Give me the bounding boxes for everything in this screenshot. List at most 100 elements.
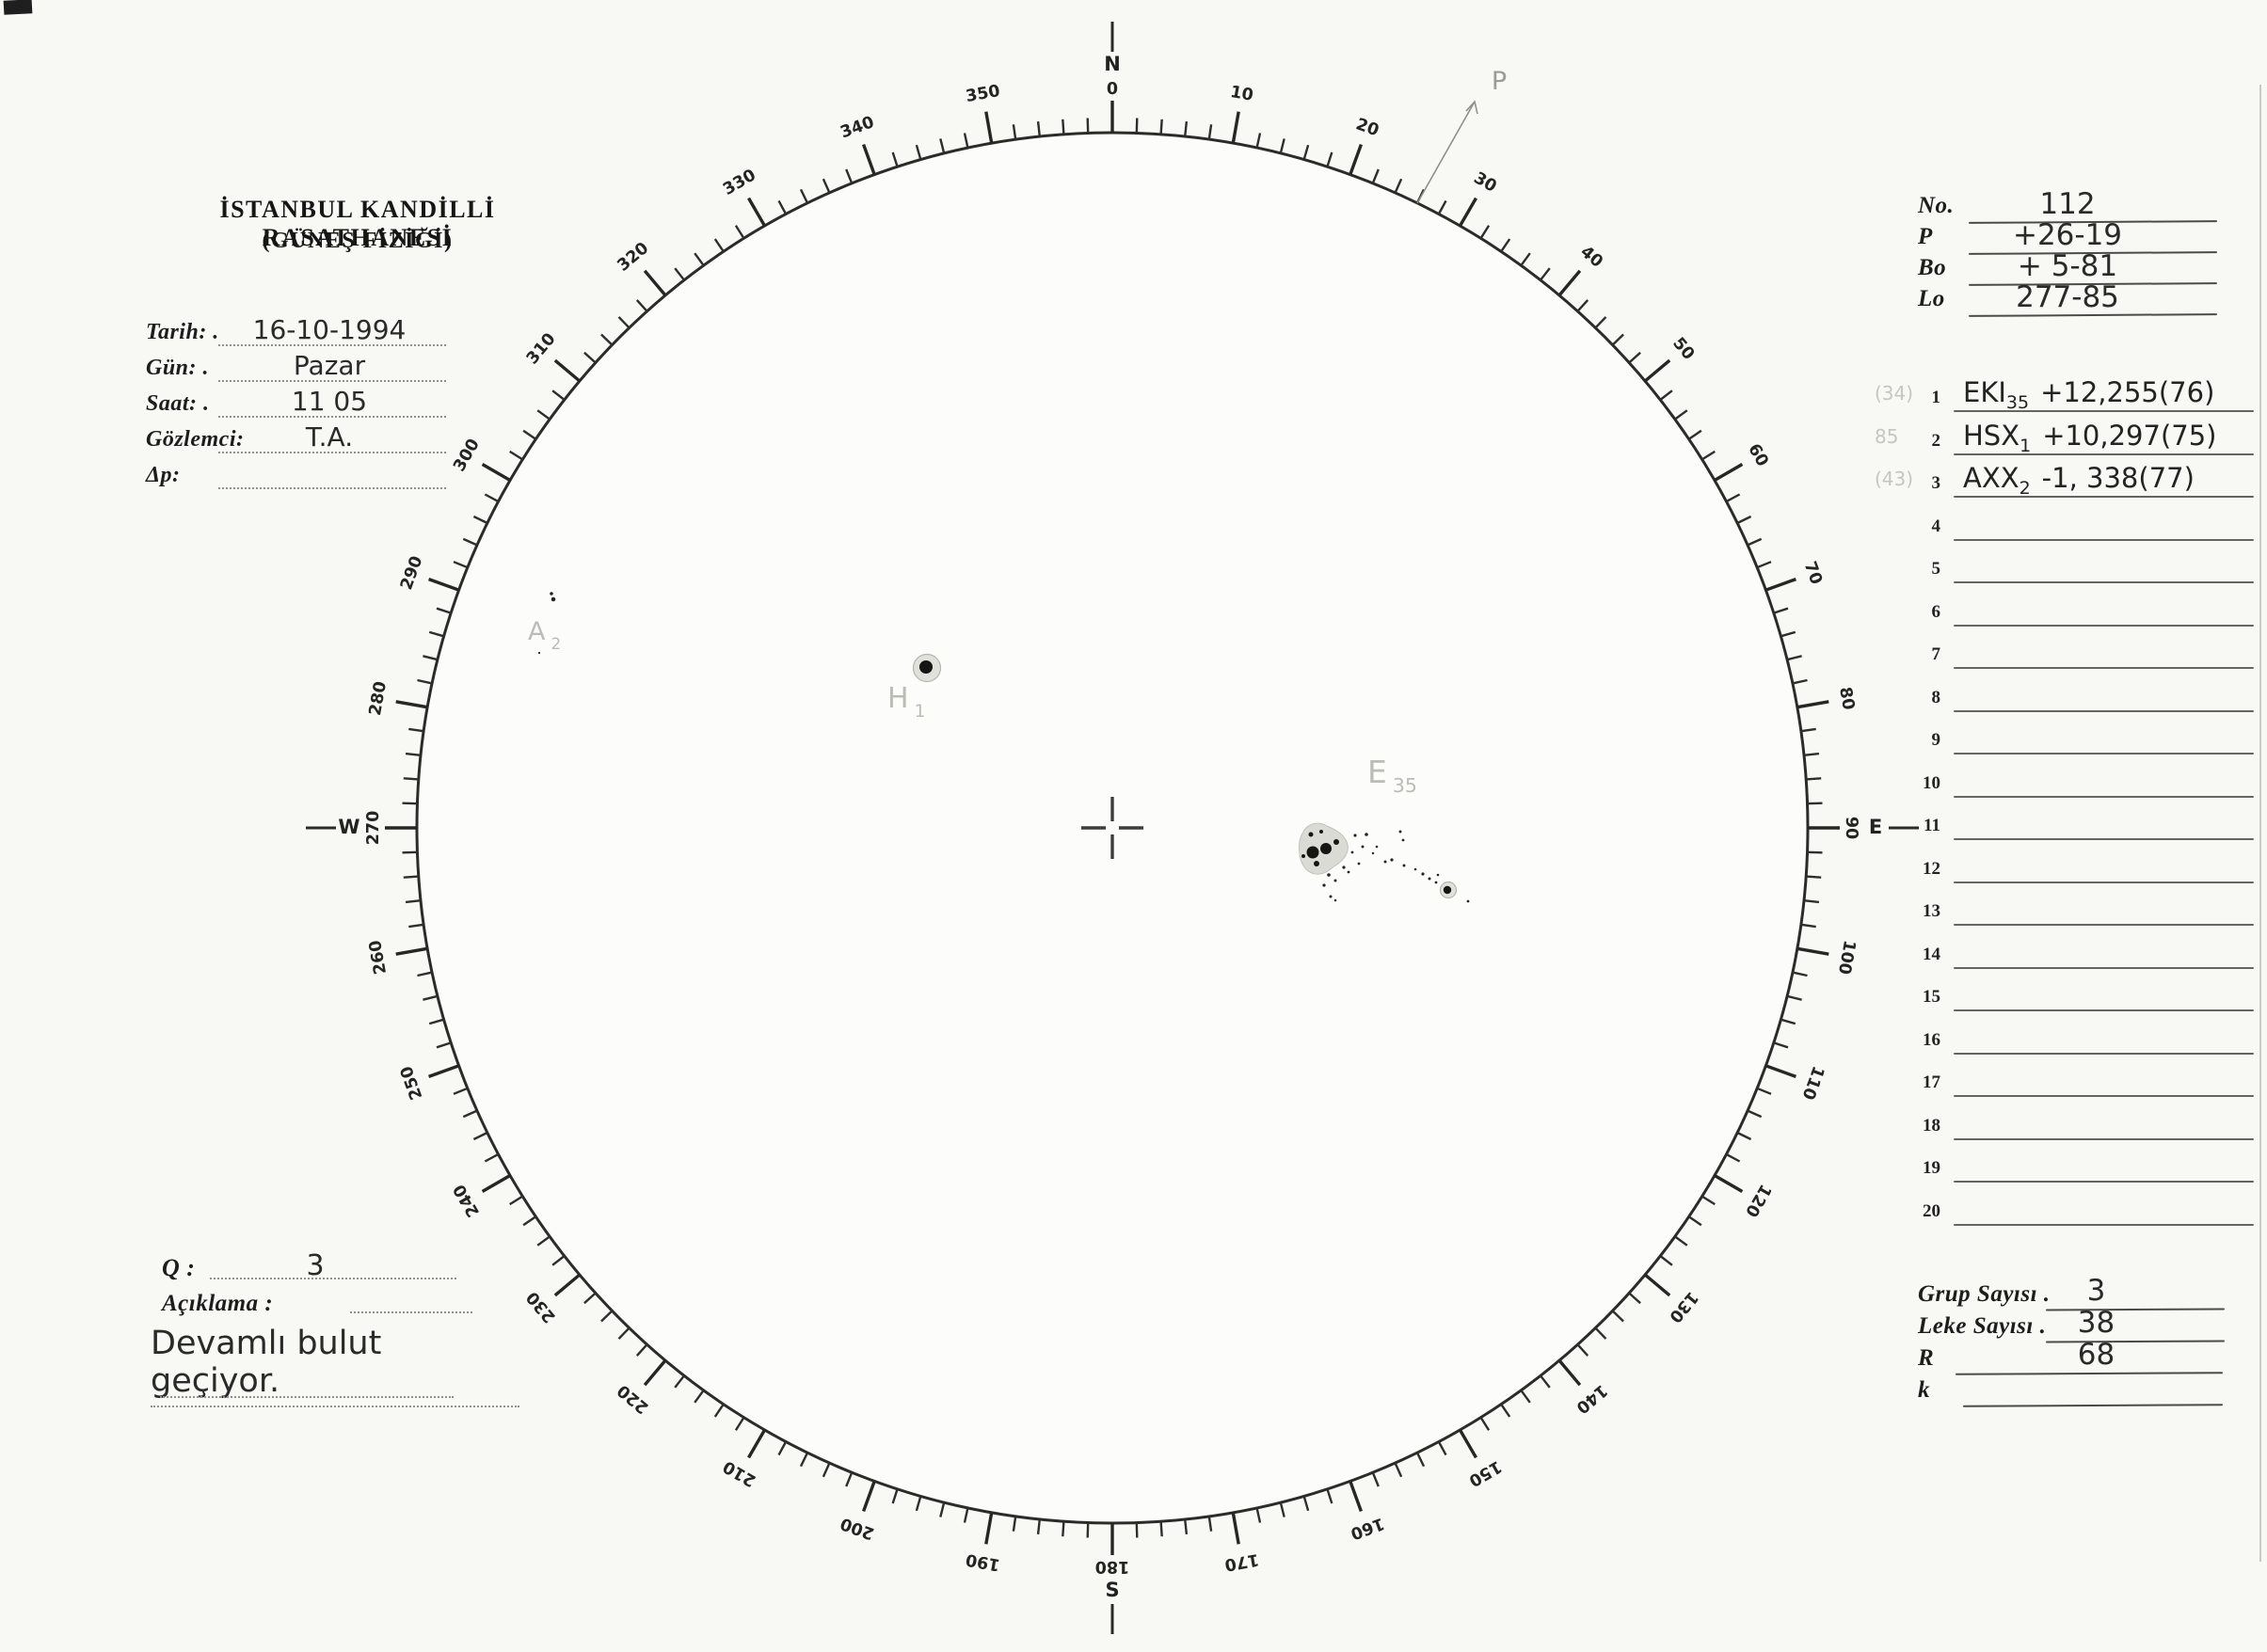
degree-label: 230 [523, 1288, 560, 1326]
obs-field-value: 16-10-1994 [252, 314, 407, 345]
group-name: HSX [1963, 419, 2020, 452]
pore-dot [551, 596, 556, 602]
group-row-number: 5 [1931, 559, 1941, 579]
group-row-number: 8 [1931, 687, 1941, 707]
group-row-line [1954, 966, 2254, 969]
pore-dot [1347, 870, 1350, 874]
remark-extra-line [160, 1375, 454, 1398]
page-subtitle: (GÜNEŞ FİZİĞİ) [262, 229, 454, 253]
degree-label: 250 [397, 1063, 426, 1102]
pore-dot [550, 592, 553, 596]
pore-dot [1401, 838, 1405, 842]
group-row-number: 10 [1923, 772, 1940, 793]
obs-field-label: Saat: . [146, 391, 210, 416]
pore-dot [1327, 873, 1331, 877]
group-row-number: 20 [1923, 1200, 1940, 1221]
degree-label: 30 [1470, 168, 1499, 197]
pore-dot [1375, 845, 1379, 849]
pore-dot [1357, 862, 1361, 866]
pore-dot [1434, 881, 1438, 884]
pore-dot [1353, 834, 1357, 837]
group-row-line [1954, 410, 2254, 412]
summary-label: Leke Sayısı . [1918, 1313, 2047, 1339]
degree-label: 350 [965, 82, 1001, 106]
group-row-number: 6 [1931, 601, 1941, 622]
umbra [1314, 861, 1319, 866]
ephemeris-label: Lo [1918, 286, 1945, 311]
group-row-entry: EKI35 +12,255(76) [1963, 376, 2214, 413]
group-row-number: 12 [1923, 858, 1940, 879]
page-title: İSTANBUL KANDİLLİ RASATHANESİ [219, 196, 496, 251]
cardinal-label-n: N [1104, 53, 1121, 75]
degree-label: 260 [366, 939, 391, 976]
degree-label: 50 [1668, 334, 1698, 364]
group-row-entry: HSX1 +10,297(75) [1963, 420, 2217, 456]
degree-label: 270 [364, 811, 383, 846]
degree-label: 320 [614, 239, 652, 276]
obs-field-line [218, 318, 446, 346]
group-row-line [1954, 1223, 2254, 1226]
pore-dot [1390, 858, 1394, 862]
group-row-pencil-note: (34) [1875, 382, 1914, 405]
group-row-number: 7 [1931, 644, 1941, 664]
summary-label: k [1918, 1377, 1930, 1403]
remark-label-line [350, 1287, 472, 1313]
group-row-number: 4 [1931, 516, 1941, 536]
degree-label: 280 [366, 680, 391, 717]
ephemeris-label: P [1918, 224, 1933, 249]
group-row-line [1954, 1137, 2254, 1140]
degree-label: 180 [1095, 1557, 1130, 1576]
degree-label: 160 [1348, 1514, 1386, 1543]
p-arrow-head [1465, 100, 1478, 115]
group-row-line [1954, 838, 2254, 840]
degree-label: 70 [1800, 559, 1826, 587]
degree-label: 60 [1744, 440, 1772, 469]
group-name-subscript: 1 [2020, 435, 2032, 456]
pore-dot [537, 651, 541, 655]
obs-field-label: Gözlemci: [146, 427, 245, 452]
umbra [1306, 846, 1319, 859]
group-row-line [1954, 709, 2254, 712]
degree-label: 310 [523, 329, 560, 368]
pore-dot [1350, 850, 1354, 854]
group-row-number: 3 [1931, 473, 1941, 493]
group-row-number: 14 [1923, 944, 1940, 964]
obs-field-line [218, 425, 446, 453]
pore-dot [1333, 879, 1337, 882]
group-name: EKI [1963, 376, 2006, 408]
degree-label: 100 [1834, 939, 1859, 976]
umbra [1301, 854, 1305, 858]
ephemeris-value: +26-19 [2012, 218, 2123, 252]
pore-dot [1361, 845, 1365, 849]
obs-field-line [218, 389, 446, 418]
disk-center-cross [1081, 797, 1143, 859]
cardinal-label-e: E [1869, 816, 1882, 838]
degree-label: 150 [1465, 1456, 1505, 1490]
p-arrow-shaft [1416, 101, 1476, 204]
group-row-number: 18 [1923, 1115, 1940, 1136]
group-row-line [1954, 496, 2254, 498]
obs-field-line [218, 461, 446, 489]
degree-label: 20 [1353, 115, 1381, 140]
pore-dot [1383, 860, 1387, 864]
degree-label: 130 [1665, 1288, 1701, 1326]
group-row-line [1954, 624, 2254, 627]
group-name-subscript: 2 [2019, 477, 2031, 499]
degree-label: 10 [1229, 83, 1254, 105]
summary-value: 38 [2077, 1306, 2115, 1340]
degree-label: 340 [838, 113, 877, 142]
pore-dot [1413, 867, 1417, 871]
ephemeris-value: + 5-81 [2017, 249, 2118, 283]
ephemeris-label: Bo [1918, 255, 1947, 280]
group-measure: -1, 338(77) [2041, 462, 2195, 494]
quality-value: 3 [306, 1249, 325, 1282]
group-row-number: 1 [1931, 388, 1941, 407]
group-row-line [1954, 924, 2254, 926]
group-pencil-label: E 35 [1367, 754, 1417, 797]
obs-field-line [218, 354, 446, 382]
